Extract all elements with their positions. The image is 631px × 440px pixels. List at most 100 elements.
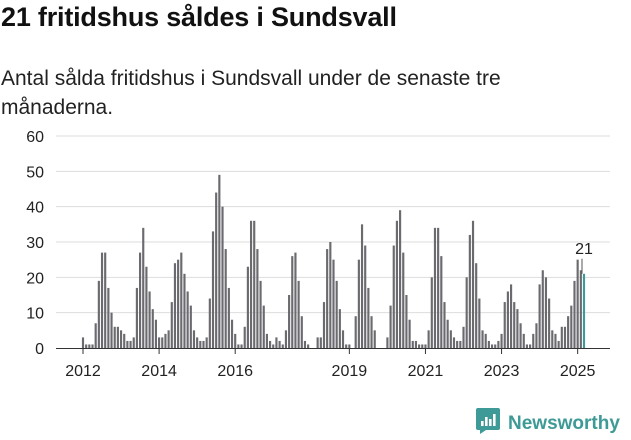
bar <box>418 344 421 348</box>
bar <box>100 252 104 348</box>
bar <box>253 220 256 348</box>
last-value-label: 21 <box>575 241 593 258</box>
x-tick-label: 2025 <box>560 363 596 380</box>
brand-logo[interactable]: Newsworthy <box>475 407 620 440</box>
bar <box>433 227 437 348</box>
bar <box>173 263 177 348</box>
bar <box>475 263 478 348</box>
bar <box>532 333 535 348</box>
bar <box>345 344 348 348</box>
bar <box>522 333 525 348</box>
bar <box>481 330 484 348</box>
bar <box>509 284 513 348</box>
bar <box>81 337 85 348</box>
bar <box>126 340 129 348</box>
bar <box>246 266 249 348</box>
bar <box>281 344 284 348</box>
bar <box>494 344 497 348</box>
bar <box>348 344 351 348</box>
bar <box>237 344 240 348</box>
page-title: 21 fritidshus såldes i Sundsvall <box>1 2 397 32</box>
bar <box>529 344 532 348</box>
bar <box>367 287 370 348</box>
chart-speech-bubble-icon <box>475 407 501 440</box>
x-tick-label: 2021 <box>408 363 444 380</box>
bar <box>354 316 357 348</box>
bar <box>316 337 319 348</box>
bar <box>364 245 367 348</box>
bar <box>554 333 557 348</box>
bar <box>541 270 544 348</box>
bar <box>265 333 268 348</box>
bar <box>192 330 196 348</box>
bar <box>392 245 395 348</box>
bar <box>326 249 329 348</box>
bar <box>402 252 405 348</box>
bar <box>243 326 246 348</box>
bar <box>370 316 373 348</box>
bar <box>525 344 529 348</box>
bar <box>329 242 332 348</box>
bar <box>218 174 221 348</box>
bar <box>570 305 573 348</box>
bar <box>170 302 173 348</box>
bar <box>462 326 465 348</box>
bar <box>167 330 170 348</box>
bar-highlight <box>582 273 586 348</box>
bar <box>249 220 253 348</box>
bar <box>142 227 145 348</box>
bar <box>208 298 211 348</box>
bar <box>94 323 97 348</box>
bar <box>224 249 227 348</box>
bar <box>497 340 500 348</box>
bar <box>148 291 151 348</box>
bar <box>151 309 154 348</box>
bar <box>161 337 164 348</box>
bar <box>386 337 389 348</box>
x-tick-label: 2023 <box>484 363 520 380</box>
bar <box>230 319 234 348</box>
bar <box>503 302 506 348</box>
bar <box>357 259 360 348</box>
bar <box>284 330 288 348</box>
bar <box>154 319 158 348</box>
bar <box>196 337 199 348</box>
bar <box>164 333 167 348</box>
bar <box>414 340 418 348</box>
bar <box>110 312 113 348</box>
bar <box>215 192 218 348</box>
bar <box>338 309 341 348</box>
y-tick-label: 0 <box>35 341 44 358</box>
bar <box>294 252 297 348</box>
bar <box>256 249 259 348</box>
bar <box>199 340 202 348</box>
bar <box>91 344 94 348</box>
bar <box>138 252 142 348</box>
bar <box>132 337 135 348</box>
bar <box>538 284 541 348</box>
bar <box>440 256 443 348</box>
bar <box>544 277 548 348</box>
bar <box>437 227 440 348</box>
bar <box>389 305 392 348</box>
bar <box>322 302 326 348</box>
y-tick-label: 30 <box>26 235 44 252</box>
y-tick-label: 60 <box>26 129 44 146</box>
x-tick-label: 2019 <box>332 363 368 380</box>
bar <box>234 333 237 348</box>
bar <box>471 220 475 348</box>
y-tick-label: 50 <box>26 164 44 181</box>
bar <box>449 330 452 348</box>
bar <box>135 287 138 348</box>
bar <box>113 326 116 348</box>
x-tick-label: 2012 <box>65 363 101 380</box>
bar <box>189 305 192 348</box>
bar <box>424 344 427 348</box>
x-tick-label: 2016 <box>217 363 253 380</box>
bar <box>500 333 503 348</box>
bar <box>319 337 322 348</box>
bar <box>211 231 215 348</box>
bar <box>307 344 310 348</box>
bar <box>180 252 183 348</box>
bar <box>272 344 275 348</box>
